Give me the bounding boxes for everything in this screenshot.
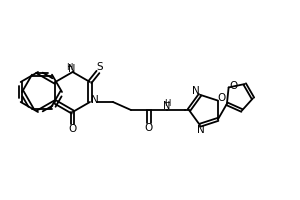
Text: N: N <box>197 125 205 135</box>
Text: N: N <box>68 64 75 74</box>
Text: O: O <box>218 93 226 103</box>
Text: O: O <box>230 81 238 91</box>
Text: N: N <box>91 95 99 105</box>
Text: O: O <box>145 123 153 133</box>
Text: S: S <box>97 62 103 72</box>
Text: N: N <box>192 86 200 96</box>
Text: H: H <box>164 99 170 108</box>
Text: N: N <box>163 101 171 111</box>
Text: H: H <box>67 62 73 72</box>
Text: O: O <box>68 124 77 134</box>
